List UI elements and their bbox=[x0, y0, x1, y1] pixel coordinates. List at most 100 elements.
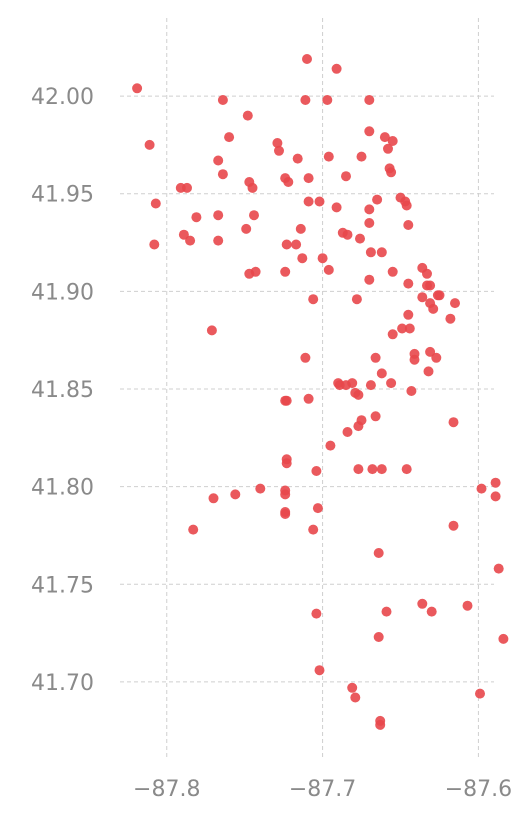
scatter-point bbox=[379, 132, 390, 143]
scatter-point bbox=[300, 352, 311, 363]
scatter-point bbox=[303, 393, 314, 404]
scatter-point bbox=[356, 151, 367, 162]
scatter-point bbox=[365, 247, 376, 258]
scatter-point bbox=[347, 378, 358, 389]
scatter-point bbox=[373, 632, 384, 642]
scatter-point bbox=[272, 138, 283, 148]
scatter-point bbox=[351, 294, 362, 305]
scatter-point bbox=[247, 182, 258, 193]
scatter-point bbox=[206, 325, 217, 336]
scatter-point bbox=[217, 169, 228, 180]
scatter-point bbox=[280, 509, 291, 519]
scatter-point bbox=[475, 688, 485, 699]
scatter-point bbox=[342, 229, 353, 240]
scatter-point bbox=[498, 633, 509, 644]
scatter-point bbox=[434, 290, 445, 301]
x-tick-label: −87.6 bbox=[445, 777, 512, 802]
scatter-point bbox=[401, 200, 412, 211]
scatter-point bbox=[425, 346, 436, 357]
scatter-point bbox=[331, 63, 342, 74]
scatter-point bbox=[149, 239, 160, 250]
scatter-point bbox=[132, 83, 143, 94]
y-tick-label: 42.00 bbox=[31, 85, 94, 110]
x-tick-label: −87.8 bbox=[133, 777, 200, 802]
scatter-point bbox=[364, 95, 375, 105]
scatter-point bbox=[182, 182, 192, 193]
scatter-point bbox=[185, 235, 196, 246]
scatter-point bbox=[281, 458, 292, 469]
scatter-point bbox=[490, 491, 501, 502]
scatter-point bbox=[295, 223, 306, 234]
scatter-point bbox=[397, 323, 408, 334]
scatter-point bbox=[217, 95, 228, 105]
scatter-point bbox=[373, 548, 384, 558]
scatter-point bbox=[323, 264, 334, 275]
scatter-point bbox=[292, 153, 303, 164]
scatter-point bbox=[283, 177, 294, 187]
scatter-point bbox=[404, 323, 415, 334]
y-tick-label: 41.75 bbox=[31, 573, 94, 598]
y-tick-label: 41.70 bbox=[31, 671, 94, 696]
scatter-point bbox=[387, 266, 398, 277]
scatter-point bbox=[431, 352, 442, 363]
scatter-point bbox=[365, 380, 376, 391]
scatter-point bbox=[375, 719, 386, 730]
scatter-point bbox=[376, 247, 387, 258]
scatter-point bbox=[409, 354, 420, 365]
scatter-point bbox=[308, 294, 319, 305]
scatter-point bbox=[493, 563, 504, 574]
scatter-point bbox=[311, 608, 322, 619]
y-tick-label: 41.90 bbox=[31, 280, 94, 305]
scatter-point bbox=[425, 280, 436, 291]
scatter-point bbox=[370, 411, 381, 422]
scatter-point bbox=[387, 136, 398, 146]
scatter-point bbox=[191, 212, 202, 223]
scatter-point bbox=[274, 145, 284, 156]
scatter-point bbox=[350, 692, 361, 703]
scatter-point bbox=[308, 524, 319, 535]
scatter-point bbox=[178, 229, 189, 240]
y-tick-label: 41.95 bbox=[31, 183, 94, 208]
scatter-point bbox=[403, 309, 414, 320]
scatter-point bbox=[255, 483, 266, 494]
scatter-point bbox=[372, 194, 383, 205]
scatter-point bbox=[317, 253, 328, 264]
scatter-point bbox=[300, 95, 311, 105]
scatter-point bbox=[249, 210, 259, 221]
scatter-point bbox=[353, 464, 364, 475]
x-tick-label: −87.7 bbox=[289, 777, 356, 802]
scatter-point bbox=[370, 352, 381, 363]
scatter-point bbox=[224, 132, 235, 143]
scatter-point bbox=[383, 143, 393, 154]
grid-lines bbox=[120, 18, 494, 760]
y-tick-label: 41.80 bbox=[31, 476, 94, 501]
scatter-point bbox=[448, 520, 459, 531]
scatter-point bbox=[230, 489, 241, 500]
scatter-point bbox=[302, 54, 312, 64]
scatter-point bbox=[490, 477, 501, 488]
tick-labels: −87.8 −87.7 −87.6 41.70 41.75 41.80 41.85 41.90… bbox=[31, 85, 512, 802]
scatter-point bbox=[376, 368, 387, 379]
scatter-point bbox=[213, 235, 224, 246]
scatter-point bbox=[355, 233, 365, 244]
scatter-point bbox=[322, 95, 333, 105]
scatter-point bbox=[303, 173, 314, 184]
scatter-point bbox=[364, 218, 375, 228]
scatter-point bbox=[450, 298, 460, 309]
scatter-point bbox=[188, 524, 199, 535]
scatter-point bbox=[426, 606, 437, 617]
scatter-point bbox=[342, 427, 353, 437]
scatter-point bbox=[423, 366, 434, 377]
scatter-point bbox=[311, 466, 322, 476]
scatter-point bbox=[448, 417, 459, 428]
scatter-point bbox=[376, 464, 387, 475]
scatter-point bbox=[325, 440, 336, 451]
scatter-point bbox=[241, 223, 252, 234]
scatter-point bbox=[280, 489, 291, 500]
scatter-point bbox=[445, 313, 456, 324]
y-tick-label: 41.85 bbox=[31, 378, 94, 403]
scatter-point bbox=[250, 266, 261, 277]
scatter-point bbox=[403, 278, 414, 289]
scatter-point bbox=[401, 464, 412, 475]
